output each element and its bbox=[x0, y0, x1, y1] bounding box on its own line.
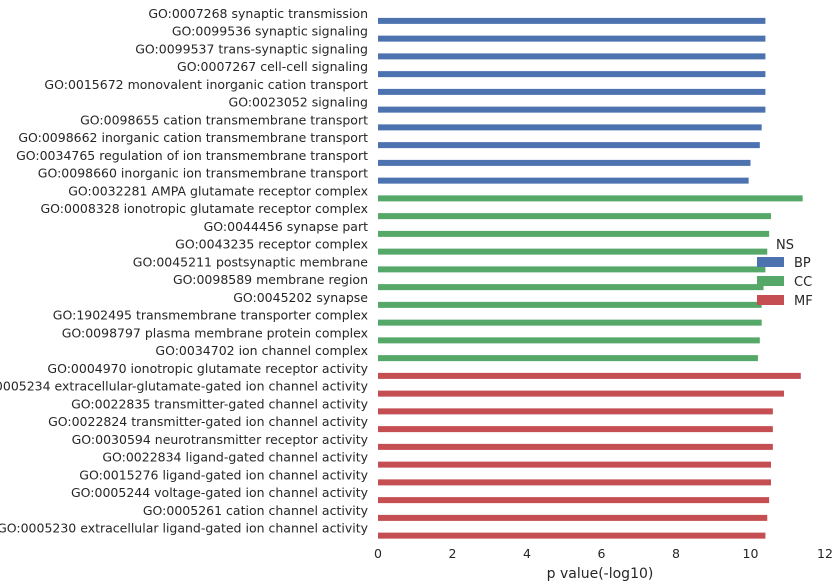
bar-mf bbox=[378, 408, 773, 415]
category-label: GO:0005261 cation channel activity bbox=[143, 503, 369, 518]
bar-cc bbox=[378, 195, 803, 202]
category-label: GO:0032281 AMPA glutamate receptor compl… bbox=[68, 183, 368, 198]
legend: NS BP CC MF bbox=[757, 238, 813, 309]
category-label: GO:0044456 synapse part bbox=[204, 219, 368, 234]
x-tick-label: 4 bbox=[523, 546, 531, 561]
category-label: GO:0043235 receptor complex bbox=[175, 237, 368, 252]
x-tick-label: 12 bbox=[817, 546, 833, 561]
bars-layer bbox=[378, 17, 803, 539]
bar-mf bbox=[378, 443, 773, 450]
category-label: GO:0015672 monovalent inorganic cation t… bbox=[44, 77, 368, 92]
bar-bp bbox=[378, 53, 766, 60]
bar-bp bbox=[378, 17, 766, 24]
bar-cc bbox=[378, 213, 771, 220]
category-label: GO:0098589 membrane region bbox=[173, 272, 368, 287]
legend-swatch-mf bbox=[757, 295, 784, 305]
category-label: GO:0023052 signaling bbox=[229, 95, 368, 110]
x-axis-label: p value(-log10) bbox=[547, 566, 654, 582]
category-label: GO:0007267 cell-cell signaling bbox=[177, 59, 368, 74]
bar-mf bbox=[378, 514, 768, 521]
bar-bp bbox=[378, 106, 766, 113]
category-label: GO:0030594 neurotransmitter receptor act… bbox=[72, 432, 369, 447]
bar-cc bbox=[378, 319, 762, 326]
bar-mf bbox=[378, 372, 801, 379]
category-label: GO:0034702 ion channel complex bbox=[155, 343, 368, 358]
legend-entries: BP CC MF bbox=[757, 256, 813, 309]
category-label: GO:0045211 postsynaptic membrane bbox=[133, 254, 369, 269]
bar-mf bbox=[378, 426, 773, 433]
category-label: GO:0099536 synaptic signaling bbox=[172, 24, 368, 39]
category-label: GO:0098660 inorganic ion transmembrane t… bbox=[38, 166, 368, 181]
bar-bp bbox=[378, 142, 760, 149]
bar-cc bbox=[378, 355, 758, 362]
category-label: GO:1902495 transmembrane transporter com… bbox=[53, 308, 368, 323]
bar-bp bbox=[378, 35, 766, 42]
legend-title: NS bbox=[776, 238, 794, 253]
category-label: GO:0098797 plasma membrane protein compl… bbox=[62, 325, 368, 340]
bar-cc bbox=[378, 301, 762, 308]
x-tick-label: 10 bbox=[743, 546, 759, 561]
category-label: GO:0099537 trans-synaptic signaling bbox=[135, 41, 368, 56]
category-label: GO:0022834 ligand-gated channel activity bbox=[102, 450, 368, 465]
category-label: GO:0004970 ionotropic glutamate receptor… bbox=[47, 361, 368, 376]
bar-mf bbox=[378, 532, 766, 539]
category-label: GO:0098662 inorganic cation transmembran… bbox=[18, 130, 368, 145]
category-label: GO:0045202 synapse bbox=[233, 290, 368, 305]
category-label: GO:0098655 cation transmembrane transpor… bbox=[80, 112, 368, 127]
bar-cc bbox=[378, 337, 760, 344]
x-tick-label: 6 bbox=[598, 546, 606, 561]
bar-mf bbox=[378, 461, 771, 468]
bar-bp bbox=[378, 159, 751, 166]
bar-cc bbox=[378, 230, 770, 237]
category-labels: GO:0007268 synaptic transmission GO:00995… bbox=[0, 6, 369, 536]
category-label: GO:0005230 extracellular ligand-gated io… bbox=[0, 521, 369, 536]
legend-swatch-cc bbox=[757, 276, 784, 286]
legend-label-mf: MF bbox=[794, 294, 813, 309]
x-tick-labels: 0 2 4 6 8 10 12 bbox=[374, 546, 833, 561]
bar-bp bbox=[378, 88, 766, 95]
category-label: GO:0022835 transmitter-gated channel act… bbox=[71, 396, 368, 411]
category-label: GO:0005234 extracellular-glutamate-gated… bbox=[0, 379, 369, 394]
category-label: GO:0034765 regulation of ion transmembra… bbox=[16, 148, 368, 163]
bar-bp bbox=[378, 124, 762, 131]
category-label: GO:0007268 synaptic transmission bbox=[148, 6, 368, 21]
category-label: GO:0005244 voltage-gated ion channel act… bbox=[71, 485, 369, 500]
bar-cc bbox=[378, 266, 766, 273]
bar-cc bbox=[378, 284, 764, 291]
bar-bp bbox=[378, 177, 749, 184]
bar-cc bbox=[378, 248, 768, 255]
legend-label-bp: BP bbox=[794, 256, 811, 271]
bar-bp bbox=[378, 71, 766, 78]
x-tick-label: 0 bbox=[374, 546, 382, 561]
category-label: GO:0008328 ionotropic glutamate receptor… bbox=[41, 201, 369, 216]
x-tick-label: 2 bbox=[449, 546, 457, 561]
legend-label-cc: CC bbox=[794, 275, 812, 290]
category-label: GO:0022824 transmitter-gated ion channel… bbox=[48, 414, 369, 429]
bar-mf bbox=[378, 390, 785, 397]
bar-mf bbox=[378, 479, 771, 486]
x-tick-label: 8 bbox=[672, 546, 680, 561]
bar-mf bbox=[378, 497, 770, 504]
legend-swatch-bp bbox=[757, 257, 784, 267]
category-label: GO:0015276 ligand-gated ion channel acti… bbox=[79, 467, 368, 482]
